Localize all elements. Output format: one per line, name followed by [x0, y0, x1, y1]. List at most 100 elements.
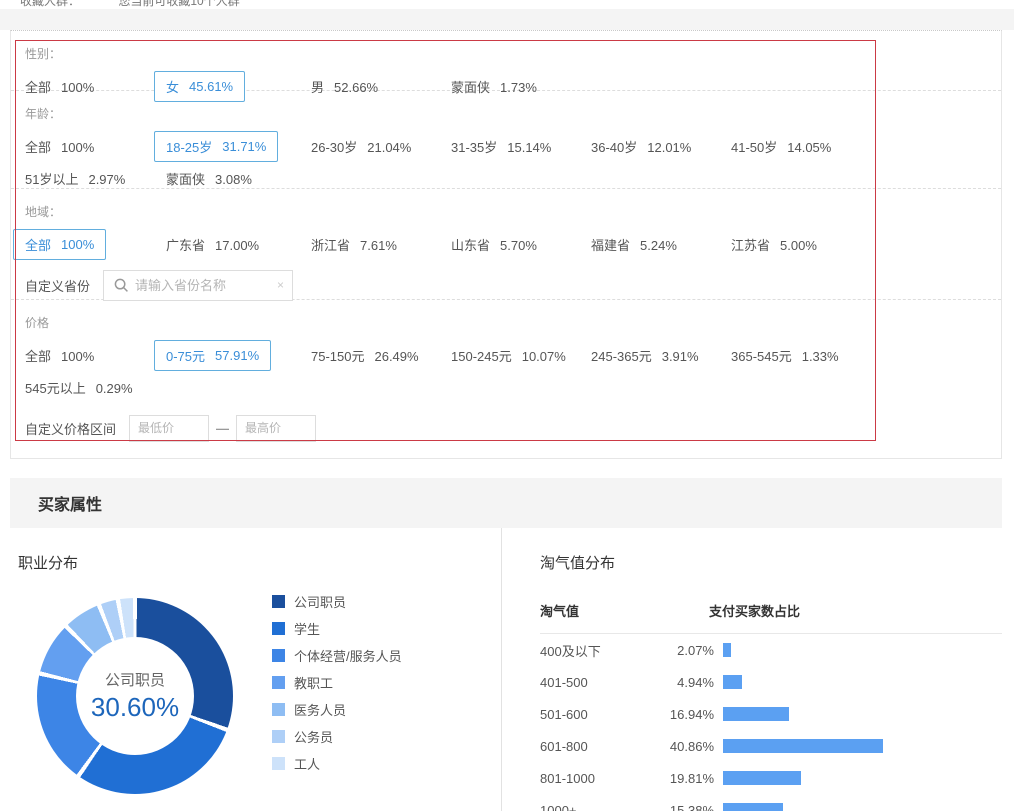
filter-option-age-0[interactable]: 51岁以上 2.97%: [25, 169, 166, 188]
legend-label: 公务员: [294, 729, 334, 745]
option-name: 全部: [25, 139, 52, 155]
filter-option-row: 全部 100% 广东省 17.00% 浙江省 7.61% 山东省 5.70% 福建省 5.24% 江…: [13, 228, 1001, 260]
filter-option-region-0[interactable]: 全部 100%: [13, 228, 166, 260]
occupation-panel: 职业分布 公司职员 30.60% 公司职员 学生 个体经营/服务人员 教职工 医务人员公…: [10, 528, 501, 811]
option-value: 57.91%: [215, 347, 260, 363]
filter-option-price-5[interactable]: 365-545元 1.33%: [731, 346, 871, 365]
legend-item-2[interactable]: 个体经营/服务人员: [272, 648, 402, 664]
filter-option-row: 545元以上 0.29%: [25, 372, 1001, 402]
filter-option-age-5[interactable]: 41-50岁 14.05%: [731, 137, 871, 156]
price-range-dash: —: [216, 420, 230, 436]
filter-option-region-4[interactable]: 福建省 5.24%: [591, 235, 731, 254]
option-name: 福建省: [591, 237, 631, 253]
option-value: 100%: [61, 139, 95, 155]
filter-option-region-1[interactable]: 广东省 17.00%: [166, 235, 311, 254]
legend-item-1[interactable]: 学生: [272, 621, 402, 637]
filter-option-age-1[interactable]: 蒙面侠 3.08%: [166, 169, 311, 188]
option-name: 江苏省: [731, 237, 771, 253]
filter-option-age-2[interactable]: 26-30岁 21.04%: [311, 137, 451, 156]
filter-option-price-0[interactable]: 545元以上 0.29%: [25, 378, 166, 397]
taoqi-bar: [723, 707, 789, 721]
option-value: 100%: [61, 79, 95, 95]
option-name: 41-50岁: [731, 139, 778, 155]
legend-label: 个体经营/服务人员: [294, 648, 402, 664]
donut-center-label: 公司职员: [104, 672, 165, 689]
option-value: 1.33%: [801, 348, 839, 364]
option-value: 3.08%: [215, 171, 252, 187]
custom-price-label: 自定义价格区间: [25, 421, 117, 437]
legend-label: 学生: [294, 621, 321, 637]
filter-option-age-0[interactable]: 全部 100%: [25, 137, 166, 156]
filter-option-price-4[interactable]: 245-365元 3.91%: [591, 346, 731, 365]
legend-swatch: [272, 621, 285, 635]
filter-section-region: 地域： 全部 100% 广东省 17.00% 浙江省 7.61% 山东省 5.70% 福建省 5.2…: [11, 189, 1001, 301]
filter-option-region-2[interactable]: 浙江省 7.61%: [311, 235, 451, 254]
option-value: 3.91%: [661, 348, 699, 364]
option-name: 山东省: [451, 237, 491, 253]
taoqi-row-2: 501-600 16.94%: [540, 698, 1002, 730]
taoqi-bar: [723, 771, 801, 785]
taoqi-range-label: 801-1000: [540, 770, 595, 786]
legend-item-3[interactable]: 教职工: [272, 675, 402, 691]
option-name: 31-35岁: [451, 139, 498, 155]
legend-swatch: [272, 729, 285, 743]
option-name: 全部: [25, 79, 52, 95]
option-name: 女: [166, 79, 180, 95]
taoqi-range-label: 400及以下: [540, 643, 601, 659]
filter-option-region-5[interactable]: 江苏省 5.00%: [731, 235, 871, 254]
option-value: 0.29%: [95, 380, 133, 396]
filter-option-age-1[interactable]: 18-25岁 31.71%: [154, 130, 311, 162]
filter-option-gender-1[interactable]: 女 45.61%: [154, 70, 311, 102]
filter-option-price-2[interactable]: 75-150元 26.49%: [311, 346, 451, 365]
option-name: 蒙面侠: [166, 171, 206, 187]
legend-item-4[interactable]: 医务人员: [272, 702, 402, 718]
filter-section-age: 年龄： 全部 100% 18-25岁 31.71% 26-30岁 21.04% 31-35岁 1…: [11, 91, 1001, 189]
filter-option-age-3[interactable]: 31-35岁 15.14%: [451, 137, 591, 156]
custom-province-row: 自定义省份 ×: [25, 269, 1001, 301]
max-price-input[interactable]: [236, 414, 317, 442]
taoqi-percent: 15.38%: [669, 802, 714, 811]
occupation-legend: 公司职员学生个体经营/服务人员教职工医务人员公务员工人: [272, 594, 402, 783]
filter-option-gender-2[interactable]: 男 52.66%: [311, 77, 451, 96]
min-price-input[interactable]: [129, 414, 210, 442]
option-value: 26.49%: [374, 348, 419, 364]
taoqi-table-header: 淘气值 支付买家数占比: [540, 601, 1002, 620]
legend-item-5[interactable]: 公务员: [272, 729, 402, 745]
clear-icon[interactable]: ×: [277, 278, 285, 292]
option-value: 5.24%: [640, 237, 677, 253]
legend-label: 公司职员: [294, 594, 347, 610]
buyer-attributes-header: 买家属性: [10, 478, 1002, 528]
option-name: 全部: [25, 237, 52, 253]
clipped-top-note-row: 收藏人群： 您当前可收藏10个人群: [0, 0, 1014, 9]
option-name: 75-150元: [311, 348, 365, 364]
occupation-donut-chart: 公司职员 30.60%: [37, 598, 233, 794]
option-value: 14.05%: [787, 139, 832, 155]
filter-option-gender-3[interactable]: 蒙面侠 1.73%: [451, 77, 591, 96]
option-name: 36-40岁: [591, 139, 638, 155]
taoqi-percent: 40.86%: [669, 738, 714, 754]
option-value: 17.00%: [215, 237, 260, 253]
filter-option-row: 全部 100% 18-25岁 31.71% 26-30岁 21.04% 31-35岁 15.1…: [25, 130, 1001, 162]
taoqi-percent: 2.07%: [677, 642, 714, 658]
legend-label: 工人: [294, 756, 321, 772]
option-name: 0-75元: [166, 348, 206, 364]
filter-section-label: 性别：: [25, 47, 62, 61]
filter-option-gender-0[interactable]: 全部 100%: [25, 77, 166, 96]
filter-option-region-3[interactable]: 山东省 5.70%: [451, 235, 591, 254]
filter-option-price-3[interactable]: 150-245元 10.07%: [451, 346, 591, 365]
donut-center-value: 30.60%: [90, 692, 180, 722]
filter-option-age-4[interactable]: 36-40岁 12.01%: [591, 137, 731, 156]
province-search-input[interactable]: [135, 277, 256, 293]
taoqi-percent: 4.94%: [677, 674, 714, 690]
province-search-box[interactable]: ×: [103, 269, 294, 301]
donut-center: 公司职员 30.60%: [76, 637, 194, 755]
crowd-filter-panel: 性别： 全部 100% 女 45.61% 男 52.66% 蒙面侠 1.73% 年龄： 全部 100%…: [10, 30, 1002, 459]
taoqi-bar: [723, 675, 742, 689]
filter-section-label: 地域：: [25, 205, 62, 219]
legend-item-0[interactable]: 公司职员: [272, 594, 402, 610]
taoqi-col-header-value: 淘气值: [540, 604, 580, 619]
filter-option-price-1[interactable]: 0-75元 57.91%: [154, 339, 311, 371]
filter-option-price-0[interactable]: 全部 100%: [25, 346, 166, 365]
legend-item-6[interactable]: 工人: [272, 756, 402, 772]
occupation-chart-title: 职业分布: [18, 555, 79, 572]
